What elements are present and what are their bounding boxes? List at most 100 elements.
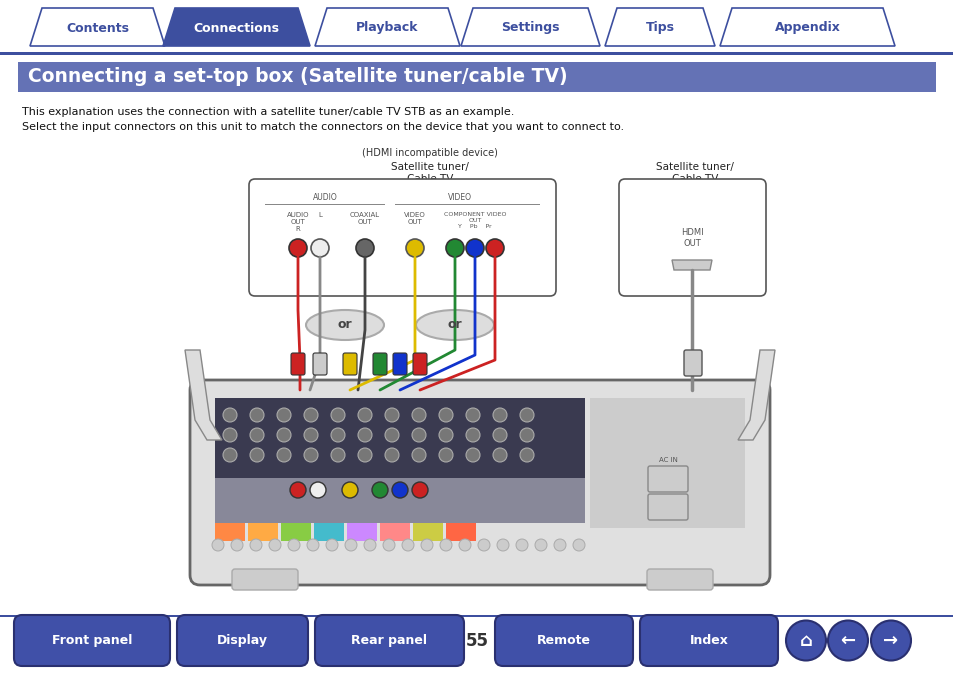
Text: Rear panel: Rear panel <box>351 634 427 647</box>
FancyBboxPatch shape <box>291 353 305 375</box>
Text: VIDEO
OUT: VIDEO OUT <box>404 212 425 225</box>
FancyBboxPatch shape <box>249 179 556 296</box>
FancyBboxPatch shape <box>177 615 308 666</box>
Text: Appendix: Appendix <box>774 22 840 34</box>
Circle shape <box>290 482 306 498</box>
Bar <box>347 523 376 541</box>
FancyBboxPatch shape <box>373 353 387 375</box>
Text: Remote: Remote <box>537 634 590 647</box>
Circle shape <box>357 448 372 462</box>
Bar <box>248 523 277 541</box>
Text: Satellite tuner/
Cable TV: Satellite tuner/ Cable TV <box>656 162 733 184</box>
Circle shape <box>355 239 374 257</box>
Bar <box>0 52 953 55</box>
Circle shape <box>519 408 534 422</box>
Circle shape <box>519 428 534 442</box>
Circle shape <box>250 539 262 551</box>
Polygon shape <box>30 8 165 46</box>
Text: COAXIAL
OUT: COAXIAL OUT <box>350 212 379 225</box>
Circle shape <box>326 539 337 551</box>
Bar <box>379 523 410 541</box>
Circle shape <box>250 448 264 462</box>
Circle shape <box>465 408 479 422</box>
Circle shape <box>357 408 372 422</box>
Polygon shape <box>314 8 459 46</box>
Text: or: or <box>447 318 462 332</box>
Bar <box>214 478 584 523</box>
Text: Connections: Connections <box>193 22 279 34</box>
Circle shape <box>573 539 584 551</box>
Circle shape <box>307 539 318 551</box>
Circle shape <box>439 539 452 551</box>
Bar <box>281 523 311 541</box>
Circle shape <box>438 408 453 422</box>
FancyBboxPatch shape <box>647 494 687 520</box>
Circle shape <box>372 482 388 498</box>
Circle shape <box>364 539 375 551</box>
Circle shape <box>438 448 453 462</box>
FancyBboxPatch shape <box>646 569 712 590</box>
Circle shape <box>392 482 408 498</box>
Circle shape <box>304 428 317 442</box>
Circle shape <box>535 539 546 551</box>
Text: Index: Index <box>689 634 728 647</box>
Circle shape <box>519 448 534 462</box>
Circle shape <box>401 539 414 551</box>
Text: Connecting a set-top box (Satellite tuner/cable TV): Connecting a set-top box (Satellite tune… <box>28 67 567 87</box>
Circle shape <box>223 428 236 442</box>
Polygon shape <box>460 8 599 46</box>
Circle shape <box>446 239 463 257</box>
Text: Playback: Playback <box>355 22 418 34</box>
Circle shape <box>827 621 867 660</box>
Bar <box>395 204 539 205</box>
Bar <box>589 398 744 528</box>
Bar <box>0 615 953 617</box>
Polygon shape <box>671 260 711 270</box>
Text: Settings: Settings <box>500 22 559 34</box>
Circle shape <box>304 448 317 462</box>
Circle shape <box>341 482 357 498</box>
Circle shape <box>412 448 426 462</box>
Bar <box>413 523 442 541</box>
Circle shape <box>288 539 299 551</box>
Circle shape <box>331 408 345 422</box>
FancyBboxPatch shape <box>232 569 297 590</box>
Circle shape <box>223 448 236 462</box>
Polygon shape <box>604 8 714 46</box>
Circle shape <box>465 239 483 257</box>
Ellipse shape <box>416 310 494 340</box>
Bar <box>18 62 935 92</box>
FancyBboxPatch shape <box>683 350 701 376</box>
FancyBboxPatch shape <box>343 353 356 375</box>
Circle shape <box>406 239 423 257</box>
Circle shape <box>231 539 243 551</box>
Text: AUDIO
OUT
R: AUDIO OUT R <box>287 212 309 232</box>
Text: AC IN: AC IN <box>658 457 677 463</box>
Circle shape <box>276 448 291 462</box>
Circle shape <box>516 539 527 551</box>
FancyBboxPatch shape <box>190 380 769 585</box>
Text: ⌂: ⌂ <box>799 631 812 649</box>
Text: HDMI
OUT: HDMI OUT <box>680 228 702 248</box>
Circle shape <box>331 428 345 442</box>
Text: Front panel: Front panel <box>51 634 132 647</box>
Circle shape <box>385 428 398 442</box>
Circle shape <box>497 539 509 551</box>
FancyBboxPatch shape <box>314 615 463 666</box>
FancyBboxPatch shape <box>313 353 327 375</box>
Circle shape <box>250 428 264 442</box>
Bar <box>314 523 344 541</box>
Ellipse shape <box>306 310 384 340</box>
Text: ←: ← <box>840 631 855 649</box>
Bar <box>446 523 476 541</box>
Text: AUDIO: AUDIO <box>313 193 337 202</box>
Polygon shape <box>738 350 774 440</box>
Circle shape <box>465 428 479 442</box>
Circle shape <box>223 408 236 422</box>
FancyBboxPatch shape <box>647 466 687 492</box>
Circle shape <box>554 539 565 551</box>
Circle shape <box>311 239 329 257</box>
Circle shape <box>412 428 426 442</box>
Circle shape <box>870 621 910 660</box>
Text: L: L <box>317 212 321 218</box>
